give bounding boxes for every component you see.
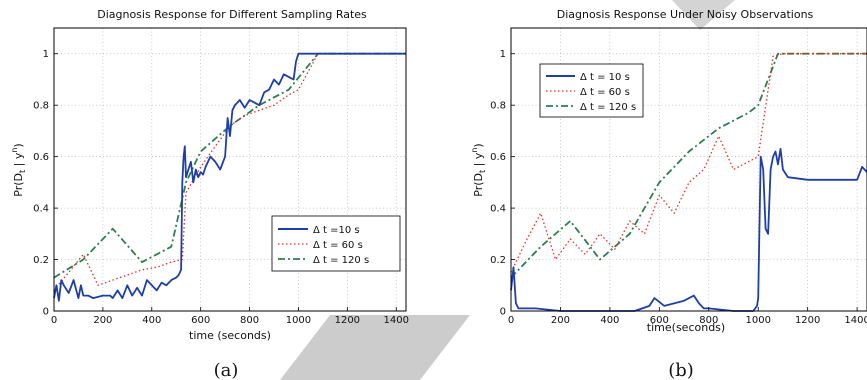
caption-b: (b) [668,360,694,380]
plot-frame-a [53,27,407,312]
plot-frame-b [510,27,867,312]
legend-a: Δ t =10 s Δ t = 60 s Δ t = 120 s [271,215,401,272]
y-axis-label-b-main: Pr(D [472,173,485,197]
yticks-b: 0 0.2 0.4 0.6 0.8 1 [490,49,515,318]
y-axis-label-b-tail: | y [472,152,485,170]
y-tick-label: 1 [43,49,49,60]
series-line-b-1 [510,53,867,273]
x-tick-label: 800 [699,315,718,326]
chart-title-a: Diagnosis Response for Different Samplin… [97,8,367,21]
x-tick-label: 1200 [335,315,360,326]
x-tick-label: 600 [191,315,210,326]
x-tick-label: 1000 [286,315,311,326]
series-line-a-1 [53,53,406,291]
y-tick-label: 0.8 [33,101,49,112]
series-line-a-0 [53,52,406,302]
y-axis-label-b-sup: n [470,148,479,153]
legend-box-b [539,63,644,118]
y-tick-label: 0 [43,307,49,318]
x-tick-label: 400 [600,315,619,326]
legend-box-a [271,215,401,272]
y-axis-label-b: Pr(Dt | yn) [470,143,487,196]
y-tick-label: 0.6 [33,152,49,163]
x-tick-label: 0 [508,315,514,326]
y-tick-label: 1 [500,49,506,60]
y-axis-label-a-sub: t [18,170,27,173]
x-tick-label: 1400 [844,315,867,326]
x-tick-label: 1400 [383,315,408,326]
y-tick-label: 0.2 [490,255,506,266]
x-tick-label: 1000 [745,315,770,326]
y-axis-label-a: Pr(Dt | yn) [10,143,27,196]
yticks-a: 0 0.2 0.4 0.6 0.8 1 [33,49,58,318]
y-axis-label-b-end: ) [472,143,485,147]
xticks-b: 0 200 400 600 800 1000 1200 1400 [508,307,867,326]
x-axis-label-b: time(seconds) [647,321,725,334]
series-line-b-0 [510,147,867,312]
y-axis-label-a-end: ) [12,143,25,147]
y-tick-label: 0 [500,307,506,318]
x-tick-label: 0 [51,315,57,326]
x-tick-label: 1200 [795,315,820,326]
legend-label-a-0: Δ t =10 s [313,225,360,236]
x-axis-label-a: time (seconds) [189,329,271,342]
series-group-a [53,52,406,302]
y-tick-label: 0.2 [33,255,49,266]
x-tick-label: 400 [142,315,161,326]
legend-label-a-2: Δ t = 120 s [313,255,369,266]
y-axis-label-a-main: Pr(D [12,173,25,197]
grid-a [54,28,406,311]
legend-label-b-1: Δ t = 60 s [580,87,630,98]
x-tick-label: 600 [650,315,669,326]
caption-a: (a) [214,360,239,380]
y-axis-label-a-sup: n [10,148,19,153]
x-tick-label: 200 [93,315,112,326]
decor-shape-top [672,0,735,30]
y-axis-label-a-tail: | y [12,152,25,170]
y-tick-label: 0.4 [33,204,49,215]
y-tick-label: 0.6 [490,152,506,163]
x-tick-label: 800 [240,315,259,326]
chart-panel-b: Diagnosis Response Under Noisy Observati… [470,8,867,380]
chart-title-b: Diagnosis Response Under Noisy Observati… [557,8,814,21]
legend-label-b-0: Δ t = 10 s [580,72,630,83]
legend-label-b-2: Δ t = 120 s [580,102,636,113]
y-axis-label-b-sub: t [478,170,487,173]
x-tick-label: 200 [551,315,570,326]
y-tick-label: 0.4 [490,204,506,215]
legend-b: Δ t = 10 s Δ t = 60 s Δ t = 120 s [539,63,644,118]
decor-shape-bottom [280,315,470,380]
y-tick-label: 0.8 [490,101,506,112]
series-line-b-2 [510,52,867,279]
chart-panel-a: Diagnosis Response for Different Samplin… [10,8,409,380]
legend-label-a-1: Δ t = 60 s [313,240,363,251]
xticks-a: 0 200 400 600 800 1000 1200 1400 [51,307,409,326]
